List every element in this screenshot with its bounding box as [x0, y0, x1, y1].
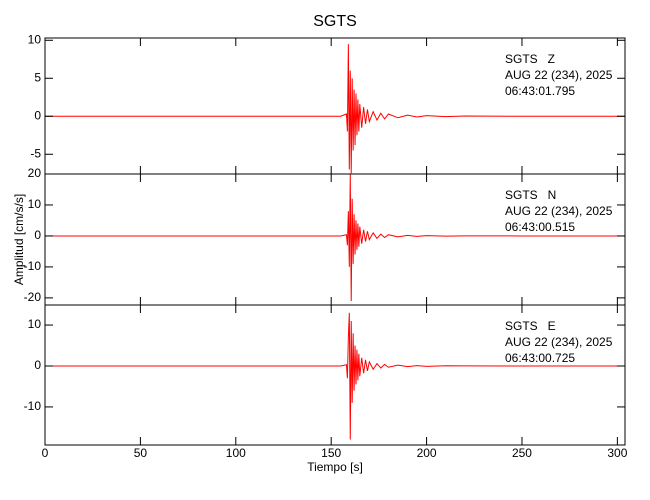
x-tick-label: 100 [226, 446, 246, 460]
chart-title: SGTS [313, 13, 357, 30]
annotation: AUG 22 (234), 2025 [505, 335, 613, 349]
y-tick-label: 10 [28, 197, 42, 211]
x-tick-label: 250 [512, 446, 532, 460]
y-tick-label: -20 [24, 290, 42, 304]
annotation: AUG 22 (234), 2025 [505, 68, 613, 82]
annotation: 06:43:01.795 [505, 84, 575, 98]
panel-frame [44, 304, 626, 446]
y-tick-label: -10 [24, 399, 42, 413]
y-axis-label: Amplitud [cm/s/s] [12, 194, 26, 285]
annotation: 06:43:00.725 [505, 351, 575, 365]
annotation: 06:43:00.515 [505, 220, 575, 234]
trace [45, 312, 625, 440]
annotation: SGTS N [505, 188, 556, 202]
y-tick-label: 20 [28, 166, 42, 180]
trace [45, 44, 625, 174]
y-tick-label: -5 [30, 146, 41, 160]
x-tick-label: 300 [607, 446, 627, 460]
y-tick-label: 10 [28, 317, 42, 331]
y-tick-label: 0 [34, 108, 41, 122]
x-tick-label: 50 [134, 446, 148, 460]
annotation: AUG 22 (234), 2025 [505, 204, 613, 218]
trace [45, 173, 625, 301]
x-tick-label: 150 [321, 446, 341, 460]
y-tick-label: 0 [34, 358, 41, 372]
y-tick-label: 10 [28, 32, 42, 46]
x-tick-label: 200 [417, 446, 437, 460]
annotation: SGTS Z [505, 52, 555, 66]
y-tick-label: 5 [34, 70, 41, 84]
y-tick-label: -10 [24, 259, 42, 273]
y-tick-label: 0 [34, 228, 41, 242]
x-tick-label: 0 [42, 446, 49, 460]
annotation: SGTS E [505, 319, 556, 333]
x-axis-label: Tiempo [s] [307, 460, 363, 474]
